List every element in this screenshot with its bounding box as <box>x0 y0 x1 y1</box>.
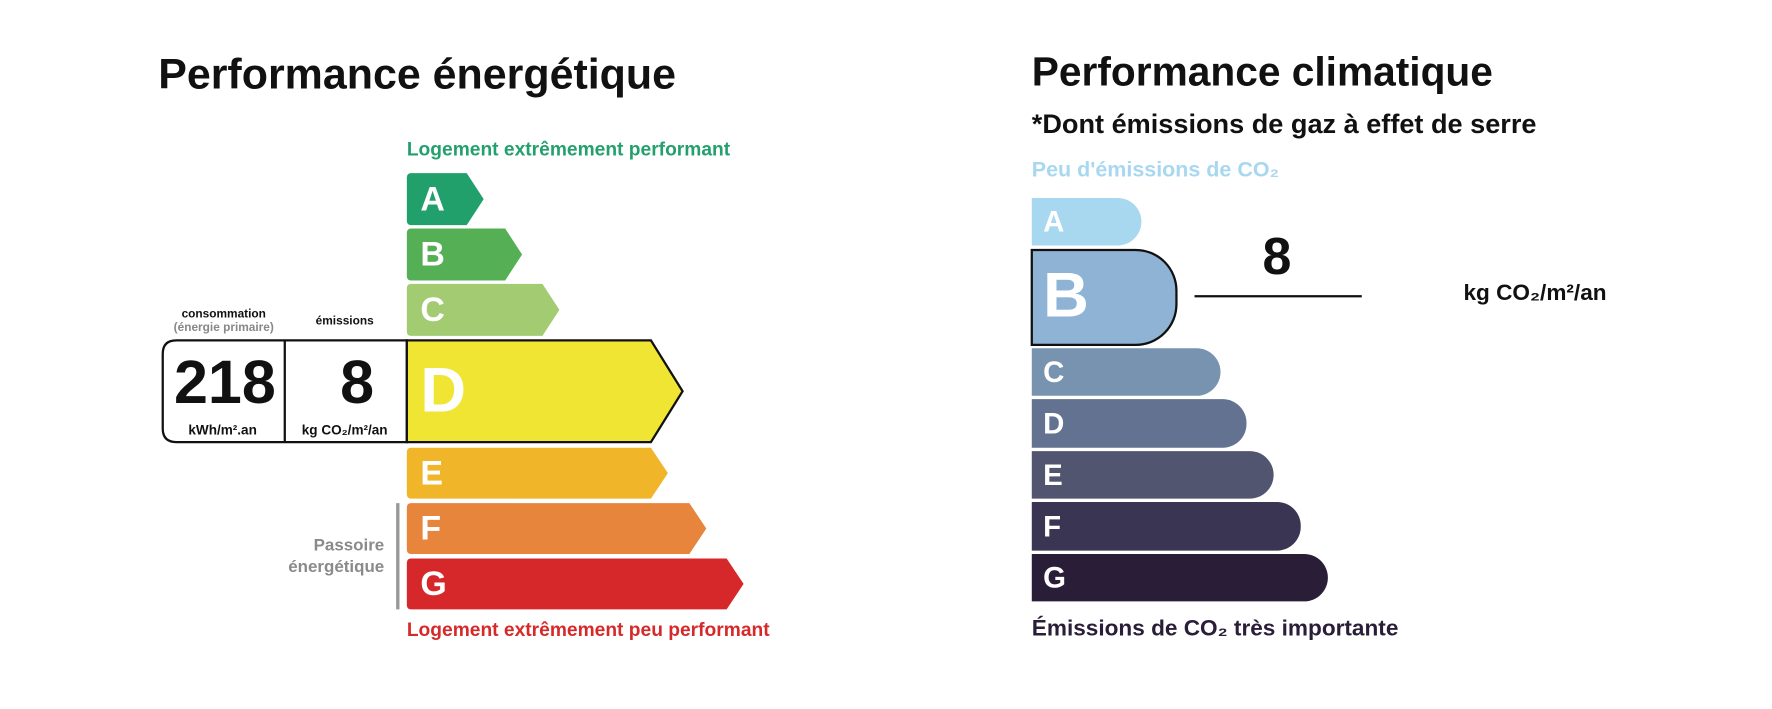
energy-class-letter: F <box>420 510 441 548</box>
energy-class-letter: E <box>420 454 443 492</box>
energy-class-arrow <box>405 339 684 444</box>
energy-class-arrow <box>406 503 707 554</box>
emissions-label: émissions <box>316 313 374 327</box>
climate-class-letter: F <box>1043 510 1061 543</box>
energy-class-letter: A <box>420 180 444 218</box>
climate-top-label: Peu d'émissions de CO₂ <box>1032 158 1279 182</box>
climate-class-letter: C <box>1043 356 1064 389</box>
energy-class-arrow <box>406 173 484 226</box>
climate-bottom-label: Émissions de CO₂ très importante <box>1032 616 1399 641</box>
energy-class-letter: B <box>420 236 444 274</box>
climate-class-bar <box>1030 248 1178 347</box>
climate-class-bar <box>1031 399 1247 448</box>
climate-class-letter: A <box>1043 206 1064 239</box>
emissions-value: 8 <box>340 348 374 416</box>
energy-class-letter: G <box>420 565 446 603</box>
climate-class-letter: B <box>1043 260 1089 330</box>
energy-class-arrow <box>406 558 744 610</box>
energy-class-arrow <box>406 447 668 499</box>
climate-class-bar <box>1031 451 1274 499</box>
consumption-sublabel: (énergie primaire) <box>174 320 274 334</box>
energy-class-arrow <box>406 283 560 336</box>
climate-class-bar <box>1031 501 1301 551</box>
climate-class-letter: G <box>1043 562 1066 595</box>
climate-class-letter: E <box>1043 459 1063 492</box>
energy-top-label: Logement extrêmement performant <box>407 140 731 161</box>
emissions-unit: kg CO₂/m²/an <box>302 422 388 437</box>
passoire-line: Passoire <box>314 536 385 555</box>
climate-class-bar <box>1031 348 1221 396</box>
climate-value: 8 <box>1263 228 1292 286</box>
passoire-line: énergétique <box>288 557 384 576</box>
climate-unit: kg CO₂/m²/an <box>1463 280 1606 305</box>
energy-class-letter: D <box>420 355 466 425</box>
energy-title: Performance énergétique <box>158 50 676 98</box>
climate-class-letter: D <box>1043 407 1064 440</box>
consumption-value: 218 <box>174 348 276 416</box>
energy-class-letter: C <box>420 291 444 329</box>
climate-class-bar <box>1031 197 1142 246</box>
climate-class-bar <box>1031 553 1328 602</box>
consumption-label: consommation <box>182 307 266 321</box>
climate-subtitle: *Dont émissions de gaz à effet de serre <box>1032 108 1537 139</box>
consumption-unit: kWh/m².an <box>188 422 257 437</box>
energy-bottom-label: Logement extrêmement peu performant <box>407 620 770 641</box>
climate-title: Performance climatique <box>1032 49 1493 95</box>
energy-class-arrow <box>406 228 523 281</box>
